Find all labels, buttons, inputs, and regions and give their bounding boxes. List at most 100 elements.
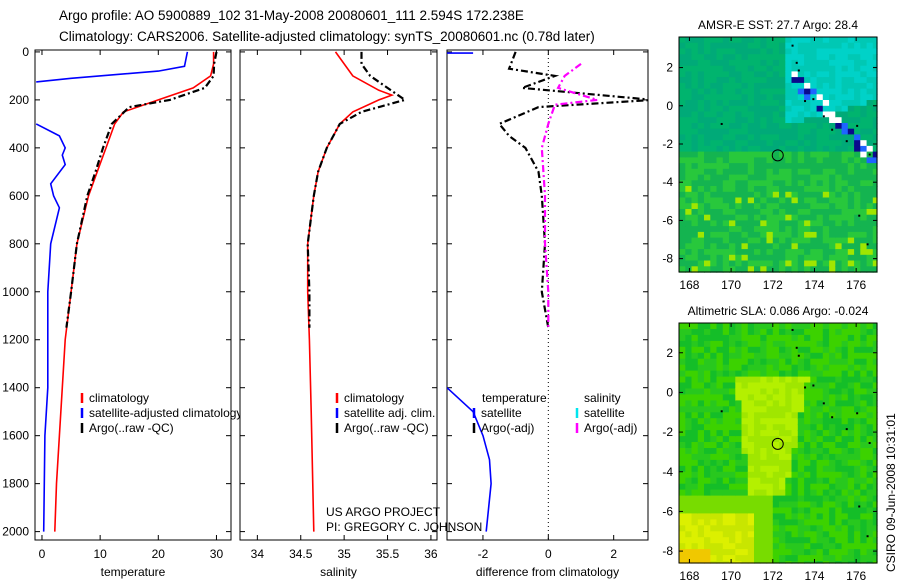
map-cell	[866, 334, 874, 342]
map-cell	[835, 412, 843, 419]
y-tick-label: 1400	[2, 381, 29, 395]
map-cell	[804, 400, 811, 407]
map-cell	[735, 352, 743, 360]
map-cell	[791, 249, 799, 256]
map-cell	[829, 145, 836, 153]
map-cell	[716, 37, 724, 44]
map-cell	[866, 105, 874, 113]
map-cell	[716, 151, 724, 158]
map-cell	[791, 537, 799, 544]
map-cell	[710, 412, 718, 419]
map-cell	[797, 123, 805, 130]
island-mark	[791, 328, 794, 331]
map-cell	[710, 140, 718, 147]
map-cell	[722, 323, 730, 330]
map-cell	[816, 237, 824, 244]
x-tick-label: 30	[210, 547, 224, 561]
map-cell	[841, 358, 849, 366]
map-cell	[829, 203, 836, 210]
map-cell	[847, 465, 855, 473]
map-cell	[729, 424, 736, 431]
map-cell	[847, 243, 855, 250]
map-cell	[697, 453, 705, 461]
map-cell	[841, 459, 849, 467]
map-cell	[810, 465, 818, 473]
map-cell	[722, 128, 730, 135]
map-cell	[735, 197, 743, 204]
map-cell	[685, 477, 693, 485]
map-cell	[766, 88, 774, 95]
map-cell	[747, 105, 755, 113]
map-cell	[866, 231, 874, 239]
map-cell	[679, 197, 686, 204]
map-cell	[785, 220, 793, 227]
map-cell	[829, 214, 836, 221]
map-cell	[785, 555, 793, 562]
map-cell	[872, 394, 878, 401]
map-cell	[766, 436, 774, 443]
map-cell	[835, 191, 843, 199]
map-cell	[722, 483, 730, 491]
map-cell	[860, 145, 868, 153]
map-cell	[860, 418, 868, 425]
map-cell	[697, 145, 705, 153]
map-cell	[766, 334, 774, 342]
map-cell	[779, 157, 786, 164]
map-cell	[791, 266, 799, 273]
map-cell	[779, 448, 786, 455]
map-cell	[741, 77, 749, 84]
map-cell	[704, 203, 711, 210]
map-cell	[860, 266, 868, 273]
map-cell	[722, 209, 730, 216]
map-cell	[679, 477, 686, 485]
map-cell	[822, 537, 830, 544]
map-cell	[691, 323, 699, 330]
map-cell	[779, 117, 786, 124]
map-cell	[747, 191, 755, 199]
map-cell	[854, 163, 861, 170]
map-cell	[679, 180, 686, 187]
map-cell	[729, 525, 736, 532]
map-cell	[841, 94, 849, 101]
map-cell	[691, 48, 699, 55]
map-cell	[772, 465, 780, 473]
map-cell	[772, 459, 780, 467]
map-cell	[797, 163, 805, 170]
map-cell	[735, 105, 743, 113]
map-cell	[822, 134, 830, 141]
map-cell	[691, 430, 699, 437]
map-cell	[754, 220, 761, 227]
map-cell	[722, 157, 730, 164]
map-cell	[772, 501, 780, 509]
map-cell	[860, 459, 868, 467]
map-cell	[741, 209, 749, 216]
map-cell	[729, 329, 736, 336]
map-cell	[679, 209, 686, 216]
map-cell	[735, 448, 743, 455]
map-cell	[729, 549, 736, 556]
map-cell	[747, 459, 755, 467]
map-cell	[829, 209, 836, 216]
map-cell	[829, 513, 836, 520]
map-cell	[754, 537, 761, 544]
map-cell	[804, 134, 811, 141]
map-cell	[722, 191, 730, 199]
map-cell	[704, 543, 711, 550]
map-cell	[847, 237, 855, 244]
map-cell	[697, 134, 705, 141]
map-cell	[779, 128, 786, 135]
map-cell	[766, 226, 774, 233]
map-cell	[685, 489, 693, 497]
map-cell	[679, 260, 686, 267]
map-cell	[791, 495, 799, 503]
map-cell	[854, 220, 861, 227]
map-cell	[779, 364, 786, 372]
map-cell	[697, 340, 705, 348]
x-tick-label: 36	[424, 547, 438, 561]
map-cell	[685, 459, 693, 467]
map-cell	[729, 370, 736, 378]
map-cell	[810, 82, 818, 90]
map-cell	[691, 352, 699, 360]
map-cell	[785, 465, 793, 473]
map-cell	[822, 418, 830, 425]
